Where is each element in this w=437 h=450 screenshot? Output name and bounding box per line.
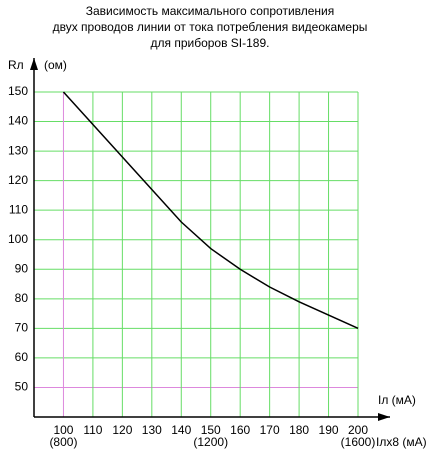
x-tick-label: 110 <box>83 423 102 437</box>
x-tick-label: 190 <box>319 423 339 437</box>
y-tick-label: 80 <box>15 291 29 305</box>
x-tick-label: 180 <box>289 423 309 437</box>
y-tick-label: 60 <box>15 350 29 364</box>
x-tick-label: 140 <box>171 423 191 437</box>
x-tick-label: 150 <box>201 423 221 437</box>
x2-tick-label: (1200) <box>193 435 228 449</box>
line <box>62 91 359 330</box>
x-tick-label: 120 <box>112 423 132 437</box>
x-tick-label: 160 <box>230 423 250 437</box>
x2-axis-label: Iлх8 (мА) <box>376 435 427 449</box>
x-tick-label: 170 <box>260 423 280 437</box>
x2-tick-label: (1600) <box>341 435 376 449</box>
y-tick-label: 90 <box>15 261 29 275</box>
y-tick-label: 140 <box>8 114 28 128</box>
x2-tick-label: (800) <box>49 435 77 449</box>
chart-title: двух проводов линии от тока потребления … <box>53 20 368 34</box>
x-tick-label: 100 <box>53 423 73 437</box>
x-axis-label: Iл (мА) <box>378 393 416 407</box>
chart-title: Зависимость максимального сопротивления <box>86 4 335 18</box>
y-tick-label: 110 <box>9 202 28 216</box>
x-axis-arrow <box>378 413 390 421</box>
y-tick-label: 120 <box>8 173 28 187</box>
y-tick-label: 130 <box>8 143 28 157</box>
y-tick-label: 70 <box>15 321 29 335</box>
x-tick-label: 200 <box>348 423 368 437</box>
chart-title: для приборов SI-189. <box>150 36 269 50</box>
x-tick-label: 130 <box>142 423 162 437</box>
y-axis-unit: (ом) <box>44 58 67 72</box>
y-axis-label: Rл <box>8 58 24 72</box>
y-tick-label: 150 <box>8 84 28 98</box>
y-axis-arrow <box>30 58 38 70</box>
y-tick-label: 100 <box>8 232 28 246</box>
y-tick-label: 50 <box>15 380 29 394</box>
